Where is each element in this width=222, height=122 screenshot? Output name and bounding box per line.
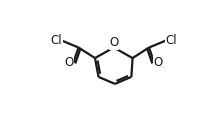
Text: O: O	[154, 56, 163, 69]
Text: O: O	[65, 56, 74, 69]
Text: Cl: Cl	[50, 34, 62, 47]
Text: Cl: Cl	[165, 34, 177, 47]
Text: O: O	[109, 36, 118, 49]
